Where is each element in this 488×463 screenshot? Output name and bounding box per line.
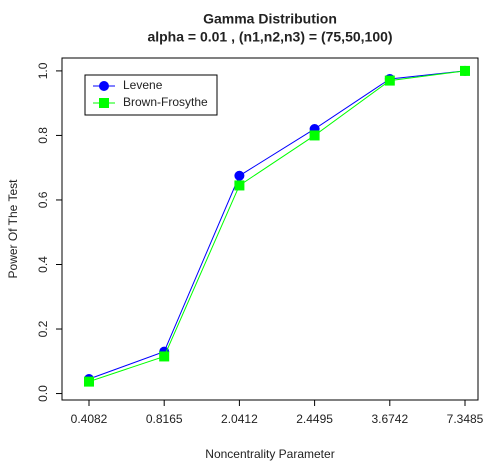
marker [159, 351, 170, 362]
legend-box [84, 74, 218, 116]
marker [309, 130, 320, 141]
marker [99, 81, 109, 91]
y-tick-label: 0.0 [36, 385, 50, 402]
marker [99, 98, 109, 108]
series-line [88, 70, 466, 383]
x-axis-label: Noncentrality Parameter [205, 447, 334, 461]
series-line [88, 70, 466, 380]
x-tick-label: 0.4082 [71, 412, 108, 426]
chart-subtitle: alpha = 0.01 , (n1,n2,n3) = (75,50,100) [147, 29, 392, 45]
x-tick-label: 2.4495 [296, 412, 333, 426]
y-tick-label: 0.4 [36, 256, 50, 273]
chart-title: Gamma Distribution [203, 11, 337, 27]
x-tick-label: 2.0412 [221, 412, 258, 426]
y-tick-label: 0.6 [36, 191, 50, 208]
marker [234, 180, 245, 191]
y-tick-label: 0.8 [36, 127, 50, 144]
y-tick-label: 0.2 [36, 320, 50, 337]
legend-label: Brown-Frosythe [123, 95, 208, 109]
marker [84, 376, 94, 387]
x-tick-label: 0.8165 [146, 412, 183, 426]
legend-label: Levene [123, 78, 163, 92]
x-tick-label: 7.3485 [447, 412, 484, 426]
marker [384, 75, 395, 86]
plot-frame [61, 57, 479, 401]
y-axis-label: Power Of The Test [6, 179, 20, 279]
marker [460, 65, 470, 76]
marker [234, 170, 245, 181]
x-tick-label: 3.6742 [371, 412, 408, 426]
y-tick-label: 1.0 [36, 62, 50, 79]
